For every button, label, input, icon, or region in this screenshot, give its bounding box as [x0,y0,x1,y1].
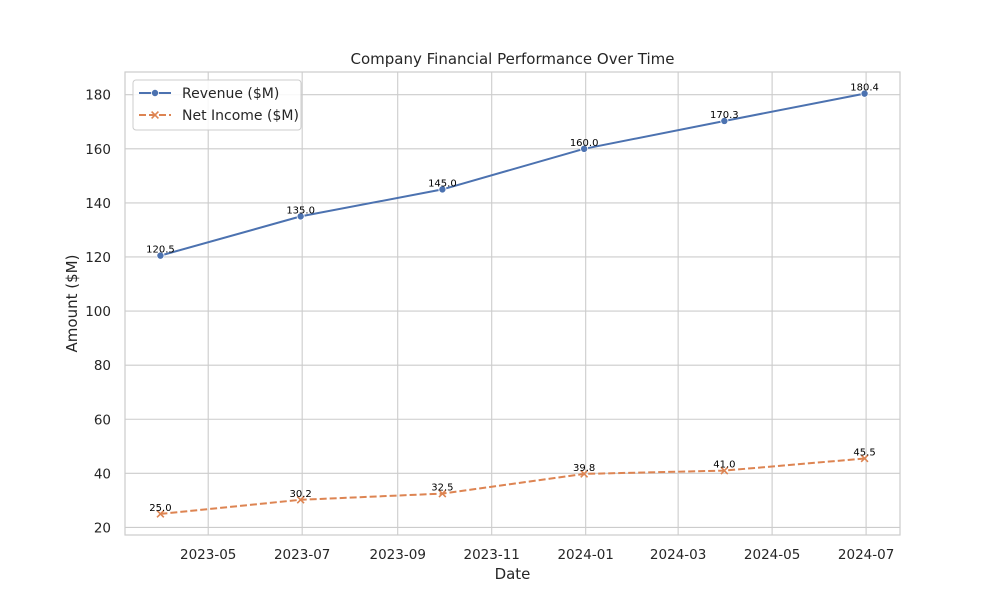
x-axis: 2023-05 2023-07 2023-09 2023-11 2024-01 2024-… [180,547,894,563]
data-label: 180.4 [850,83,879,94]
legend-label: Net Income ($M) [182,108,299,124]
data-point [156,251,165,260]
y-tick-label: 60 [94,412,111,428]
x-tick-label: 2023-07 [274,547,330,563]
legend-box [132,79,302,131]
y-tick-label: 40 [94,466,111,482]
y-tick-label: 80 [94,358,111,374]
data-point [438,489,447,498]
x-tick-label: 2023-09 [370,547,426,563]
marker-stroke [580,469,589,478]
data-point [580,469,589,478]
x-tick-label: 2023-05 [180,547,236,563]
marker-stroke [720,466,729,475]
data-label: 145.0 [428,178,457,189]
marker-stroke [860,454,869,463]
plot-frame [124,71,901,536]
y-tick-label: 20 [94,520,111,536]
data-label: 120.5 [146,245,175,256]
y-tick-label: 180 [85,88,111,104]
x-axis-label: Date [495,565,531,583]
x-tick-label: 2024-01 [557,547,613,563]
x-tick-label: 2024-05 [744,547,800,563]
data-label: 160.0 [570,138,599,149]
y-tick-label: 120 [85,250,111,266]
data-labels: 120.5 135.0 145.0 160.0 170.3 180.4 25.0 30.2 32… [146,83,879,514]
data-point [860,89,869,98]
data-label: 45.5 [853,447,875,458]
marker-stroke [296,495,305,504]
legend-label: Revenue ($M) [182,86,279,102]
data-label: 30.2 [290,489,312,500]
legend-marker [150,89,159,98]
data-point [296,495,305,504]
legend: Revenue ($M) Net Income ($M) [132,79,302,131]
data-point [580,144,589,153]
y-axis: 20 40 60 80 100 120 140 160 180 [85,88,111,537]
marker-stroke [438,489,447,498]
data-point [720,466,729,475]
series-line [160,92,865,257]
data-label: 170.3 [710,110,739,121]
y-tick-label: 100 [85,304,111,320]
data-label: 32.5 [431,483,453,494]
data-label: 25.0 [149,503,171,514]
data-point [438,185,447,194]
series-line [160,457,865,515]
data-point [296,212,305,221]
data-point [860,454,869,463]
y-axis-label: Amount ($M) [63,255,81,353]
data-label: 41.0 [713,460,735,471]
chart-title: Company Financial Performance Over Time [351,50,675,68]
data-point [720,116,729,125]
x-tick-label: 2024-07 [838,547,894,563]
y-tick-label: 140 [85,196,111,212]
series-1 [156,454,869,518]
x-tick-label: 2023-11 [463,547,519,563]
series-layer [156,89,869,518]
series-0 [156,89,869,260]
data-label: 39.8 [573,463,595,474]
data-point [156,509,165,518]
x-tick-label: 2024-03 [650,547,706,563]
legend-marker [151,111,159,119]
data-label: 135.0 [286,205,315,216]
y-tick-label: 160 [85,142,111,158]
marker-stroke [156,509,165,518]
marker-stroke [151,111,159,119]
